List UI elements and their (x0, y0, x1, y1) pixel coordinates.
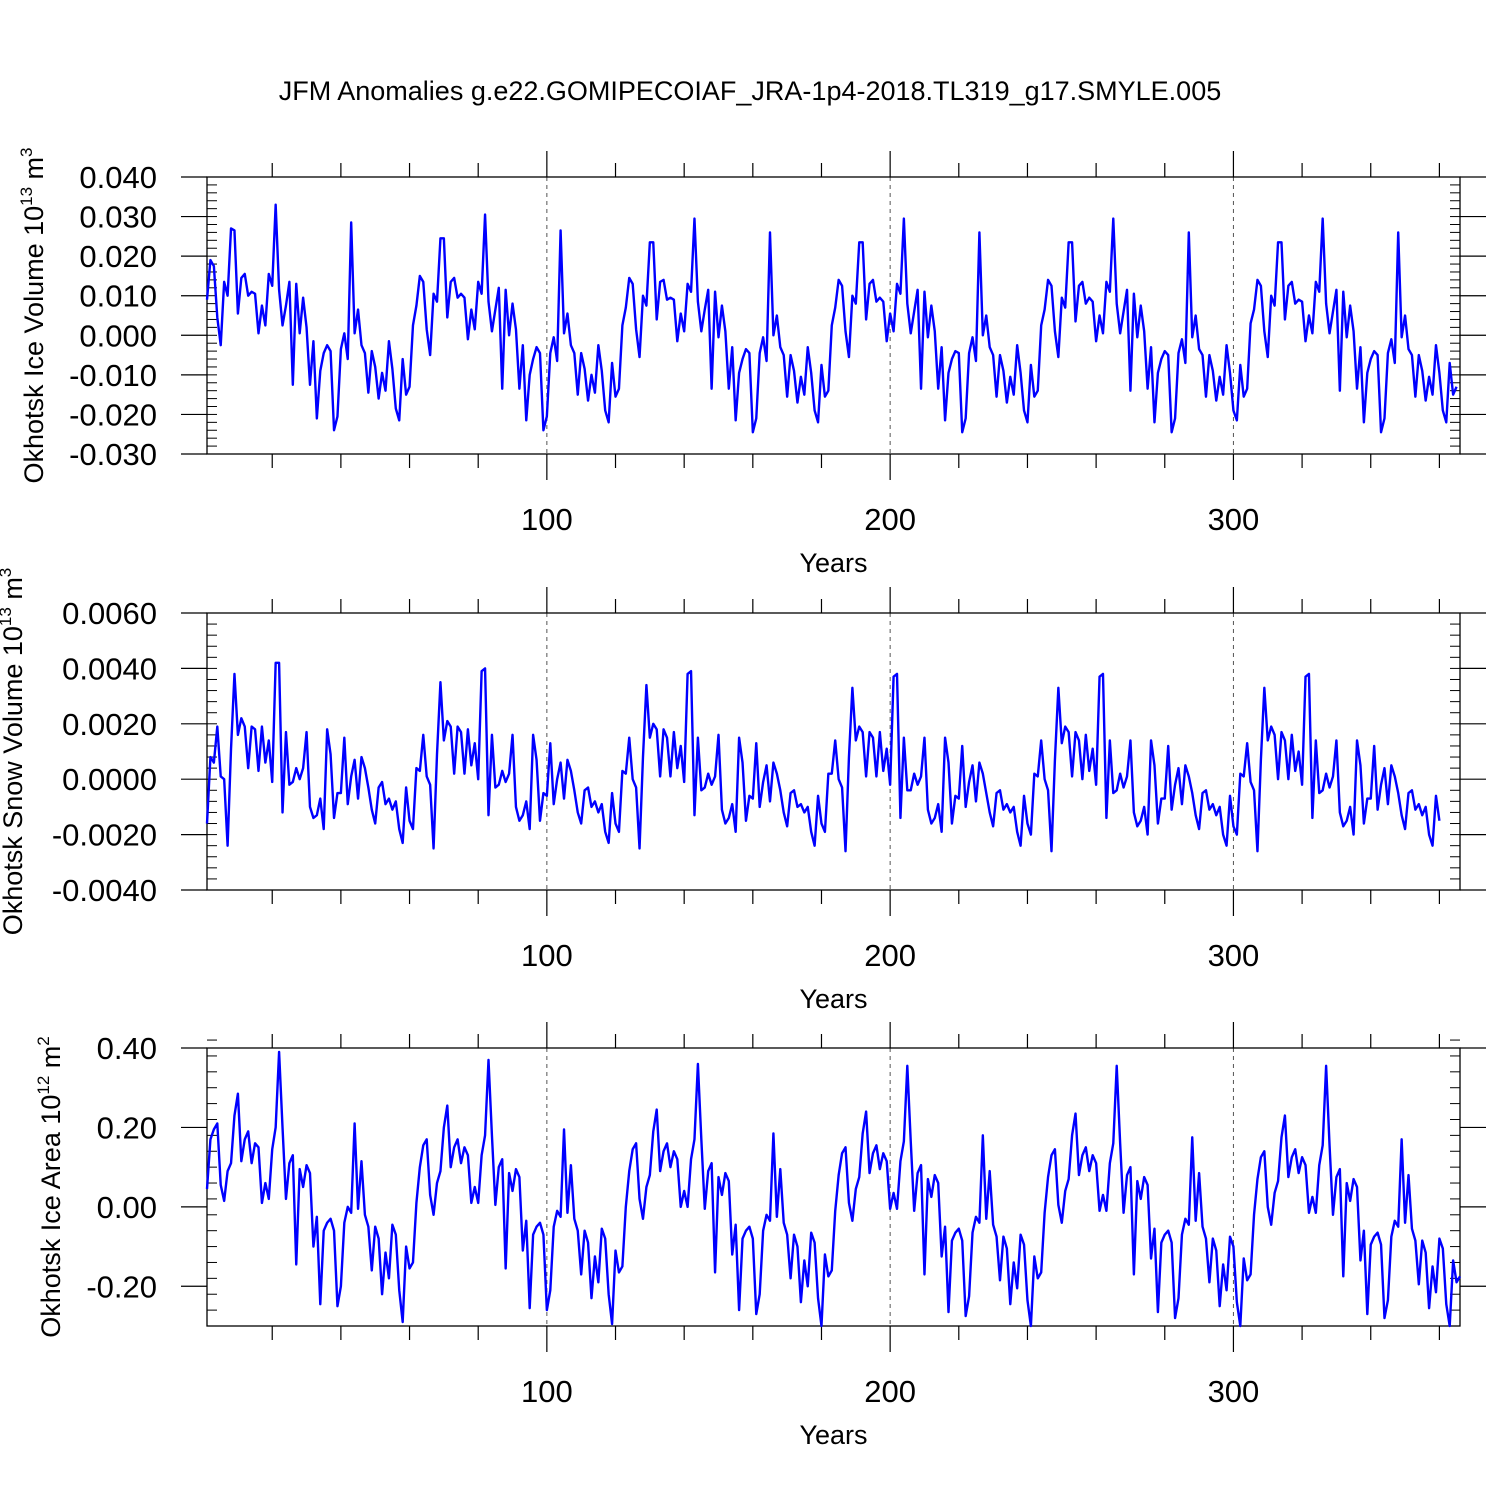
x-tick-label: 200 (864, 1374, 916, 1409)
plot-frame (206, 1047, 1461, 1327)
plot-frame (206, 612, 1461, 891)
x-tick-label: 100 (521, 502, 573, 537)
y-tick-label: 0.020 (79, 239, 157, 274)
y-axis-label: Okhotsk Snow Volume 1013 m3 (0, 568, 28, 936)
y-tick-label: 0.40 (97, 1031, 157, 1066)
y-tick-label: -0.0020 (52, 818, 157, 853)
x-tick-label: 300 (1208, 1374, 1260, 1409)
x-axis-label: Years (799, 1420, 867, 1450)
x-tick-label: 300 (1208, 938, 1260, 973)
y-tick-label: 0.0000 (62, 762, 157, 797)
series-line-1 (205, 203, 1458, 434)
y-tick-label: -0.030 (69, 437, 157, 472)
x-axis-label: Years (799, 548, 867, 578)
chart-panel-2: -0.0040 -0.0020 0.0000 0.0020 0.0040 0.0060 10… (0, 568, 1486, 1014)
chart-panel-1: -0.030 -0.020 -0.010 0.000 0.010 0.020 0.030 0.… (17, 147, 1486, 578)
x-tick-label: 100 (521, 1374, 573, 1409)
y-axis-label: Okhotsk Ice Volume 1013 m3 (17, 147, 49, 483)
y-tick-label: 0.00 (97, 1190, 157, 1225)
y-tick-label: 0.040 (79, 160, 157, 195)
panels: -0.030 -0.020 -0.010 0.000 0.010 0.020 0.030 0.… (0, 147, 1486, 1450)
figure-title: JFM Anomalies g.e22.GOMIPECOIAF_JRA-1p4-… (279, 76, 1221, 106)
y-tick-label: -0.20 (86, 1269, 157, 1304)
x-axis-label: Years (799, 984, 867, 1014)
y-tick-label: 0.0020 (62, 707, 157, 742)
x-tick-label: 100 (521, 938, 573, 973)
chart-panel-3: -0.20 0.00 0.20 0.40 100 200 300 Years Okhotsk I… (34, 1022, 1486, 1450)
y-axis-label: Okhotsk Ice Area 1012 m2 (34, 1036, 66, 1338)
y-tick-label: -0.020 (69, 397, 157, 432)
y-tick-label: 0.0040 (62, 651, 157, 686)
y-tick-label: 0.0060 (62, 596, 157, 631)
x-tick-label: 300 (1208, 502, 1260, 537)
y-tick-label: 0.030 (79, 200, 157, 235)
series-line-1 (205, 661, 1441, 853)
y-tick-label: 0.000 (79, 318, 157, 353)
series-line-1 (205, 1050, 1462, 1328)
plot-frame (206, 176, 1461, 455)
y-tick-label: 0.20 (97, 1110, 157, 1145)
y-tick-label: 0.010 (79, 279, 157, 314)
x-tick-label: 200 (864, 502, 916, 537)
x-tick-label: 200 (864, 938, 916, 973)
y-tick-label: -0.0040 (52, 873, 157, 908)
y-tick-label: -0.010 (69, 358, 157, 393)
